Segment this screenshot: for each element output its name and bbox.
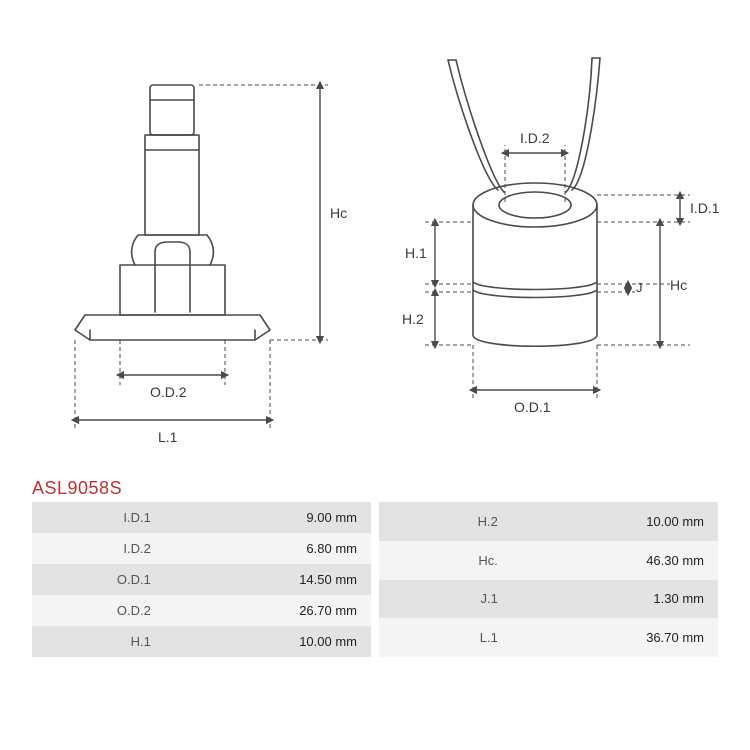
table-row: I.D.19.00 mm (32, 502, 371, 533)
spec-value: 46.30 mm (508, 541, 718, 580)
label-h1: H.1 (405, 245, 427, 261)
part-number: ASL9058S (32, 478, 122, 499)
label-h2: H.2 (402, 311, 424, 327)
label-od1: O.D.1 (514, 399, 551, 415)
spec-column-right: H.210.00 mm Hc.46.30 mm J.11.30 mm L.136… (379, 502, 718, 657)
spec-value: 14.50 mm (161, 564, 371, 595)
right-view (448, 58, 600, 346)
table-row: L.136.70 mm (379, 618, 718, 657)
spec-label: O.D.2 (32, 595, 161, 626)
label-id1: I.D.1 (690, 200, 720, 216)
table-row: O.D.226.70 mm (32, 595, 371, 626)
spec-label: H.1 (32, 626, 161, 657)
label-hc-left: Hc (330, 205, 347, 221)
spec-value: 36.70 mm (508, 618, 718, 657)
spec-value: 1.30 mm (508, 580, 718, 619)
table-row: O.D.114.50 mm (32, 564, 371, 595)
spec-value: 9.00 mm (161, 502, 371, 533)
label-j: J (636, 280, 643, 295)
spec-label: J.1 (379, 580, 508, 619)
spec-label: Hc. (379, 541, 508, 580)
spec-value: 10.00 mm (161, 626, 371, 657)
spec-label: I.D.1 (32, 502, 161, 533)
table-row: J.11.30 mm (379, 580, 718, 619)
label-hc-right: Hc (670, 277, 687, 293)
spec-value: 6.80 mm (161, 533, 371, 564)
spec-label: H.2 (379, 502, 508, 541)
spec-value: 26.70 mm (161, 595, 371, 626)
table-row: H.110.00 mm (32, 626, 371, 657)
spec-value: 10.00 mm (508, 502, 718, 541)
label-od2: O.D.2 (150, 384, 187, 400)
table-row: I.D.26.80 mm (32, 533, 371, 564)
spec-label: L.1 (379, 618, 508, 657)
spec-label: O.D.1 (32, 564, 161, 595)
spec-column-left: I.D.19.00 mm I.D.26.80 mm O.D.114.50 mm … (32, 502, 371, 657)
label-l1: L.1 (158, 429, 178, 445)
table-row: H.210.00 mm (379, 502, 718, 541)
dimension-drawing: Hc O.D.2 L.1 I.D.2 I.D.1 Hc J (30, 30, 720, 460)
left-view (75, 85, 270, 340)
table-row: Hc.46.30 mm (379, 541, 718, 580)
label-id2: I.D.2 (520, 130, 550, 146)
spec-table: I.D.19.00 mm I.D.26.80 mm O.D.114.50 mm … (32, 502, 718, 657)
spec-label: I.D.2 (32, 533, 161, 564)
